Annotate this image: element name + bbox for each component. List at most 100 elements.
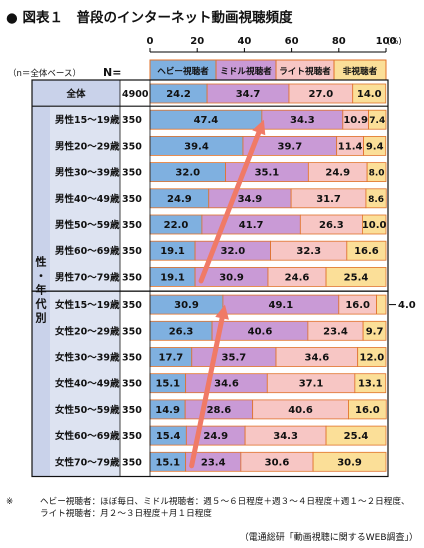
x-tick-label: 20 [190,36,204,47]
bar-data-label: 30.9 [174,300,199,311]
row-label: 女性40～49歳 [55,378,120,390]
row-n-value: 350 [122,326,142,337]
footnote-text: ヘビー視聴者：ほぼ毎日、ミドル視聴者：週５～６日程度＋週３～４日程度＋週１～２日… [40,497,410,519]
bar-data-label: 32.3 [296,246,321,257]
row-label: 男性15～19歳 [55,114,120,126]
row-label: 女性60～69歳 [55,430,120,442]
bar-segment [354,373,387,394]
row-n-value: 350 [122,194,142,205]
bar-data-label: 41.7 [239,220,264,231]
row-label: 女性70～79歳 [55,456,120,468]
x-tick-label: 80 [332,36,346,47]
bar-data-label: 27.0 [309,89,334,100]
bar-data-label: 37.1 [299,379,324,390]
row-n-value: 350 [122,379,142,390]
bar-data-label: 30.9 [219,272,244,283]
row-label: 女性50～59歳 [55,404,120,416]
bar-data-label: 16.6 [354,246,379,257]
legend-entry: ミドル視聴者 [220,65,272,77]
row-n-value: 350 [122,353,142,364]
row-label-bg-total [32,80,120,107]
sample-base-label: （n＝全体ベース） [8,68,81,79]
bar-data-label: 15.4 [156,431,181,442]
bar-segment [352,83,387,104]
legend-entry: ヘビー視聴者 [157,65,209,77]
group-label-char: 別 [35,310,47,324]
bar-data-label: 32.0 [220,246,245,257]
bar-data-label: 34.6 [305,353,330,364]
x-tick-label: 100 [376,36,397,47]
female-group-frame [31,290,389,478]
bar-data-label: 22.0 [164,220,189,231]
x-tick-label: 0 [147,36,154,47]
bar-data-label: 34.9 [238,194,263,205]
bar-data-label: 39.7 [277,141,302,152]
row-label: 女性15～19歳 [55,299,120,311]
callout-data-label: 4.0 [398,300,416,311]
trend-arrow-head [252,119,266,136]
bar-data-label: 11.4 [338,141,363,152]
bar-data-label: 40.6 [288,405,313,416]
bar-data-label: 17.7 [159,353,184,364]
bar-segment [366,162,387,183]
row-label: 男性30～39歳 [55,167,120,179]
bar-data-label: 25.4 [344,272,369,283]
row-n-value: 350 [122,405,142,416]
bar-data-label: 34.3 [273,431,298,442]
bar-data-label: 19.1 [160,246,185,257]
row-n-value: 350 [122,300,142,311]
row-label: 男性70～79歳 [55,271,120,283]
row-n-value: 350 [122,272,142,283]
bar-data-label: 49.1 [269,300,294,311]
bar-data-label: 35.1 [255,168,280,179]
group-label-char: 年 [36,282,47,296]
bar-data-label: 34.3 [290,115,315,126]
bar-data-label: 10.0 [362,220,387,231]
bar-data-label: 12.0 [359,353,384,364]
bar-data-label: 7.4 [369,116,385,126]
chart-title: ● 図表１ 普段のインターネット動画視聴頻度 [6,10,293,26]
row-n-value: 350 [122,141,142,152]
bar-data-label: 26.3 [319,220,344,231]
legend-entry: ライト視聴者 [279,65,331,77]
trend-arrow-shaft [198,130,262,284]
group-label-char: 性 [36,254,47,268]
bar-data-label: 8.0 [369,169,385,179]
row-n-value: 350 [122,431,142,442]
row-label: 男性20～29歳 [55,140,120,152]
bar-data-label: 25.4 [344,431,369,442]
bar-data-label: 24.6 [285,272,310,283]
bar-data-label: 32.0 [175,168,200,179]
bar-segment [361,214,387,235]
bar-data-label: 19.1 [160,272,185,283]
bar-data-label: 30.9 [337,457,362,468]
bar-segment [376,294,387,315]
row-n-value: 350 [122,220,142,231]
row-n-value: 350 [122,115,142,126]
row-label: 全体 [65,88,86,100]
bar-data-label: 9.7 [366,326,384,337]
x-axis-unit: (%) [387,37,402,47]
row-label: 男性60～69歳 [55,245,120,257]
bar-data-label: 24.2 [166,89,191,100]
bar-data-label: 16.0 [355,405,380,416]
bar-data-label: 15.1 [155,379,180,390]
bar-data-label: 26.3 [169,326,194,337]
bar-segment [312,451,387,472]
footnote-mark: ※ [6,497,14,507]
bar-data-label: 39.4 [184,141,209,152]
bar-data-label: 34.6 [214,379,239,390]
group-label-char: ・ [36,269,47,282]
bar-segment [357,347,387,367]
n-column-header: N= [103,66,121,79]
bar-segment [368,109,387,130]
x-tick-label: 60 [285,36,299,47]
bar-segment [365,188,387,209]
bar-data-label: 15.1 [155,457,180,468]
bar-data-label: 14.9 [155,405,180,416]
row-n-value: 350 [122,168,142,179]
bar-data-label: 28.6 [207,405,232,416]
row-n-value: 4900 [122,89,149,100]
bar-data-label: 35.7 [222,353,247,364]
trend-arrow-shaft [189,315,225,469]
